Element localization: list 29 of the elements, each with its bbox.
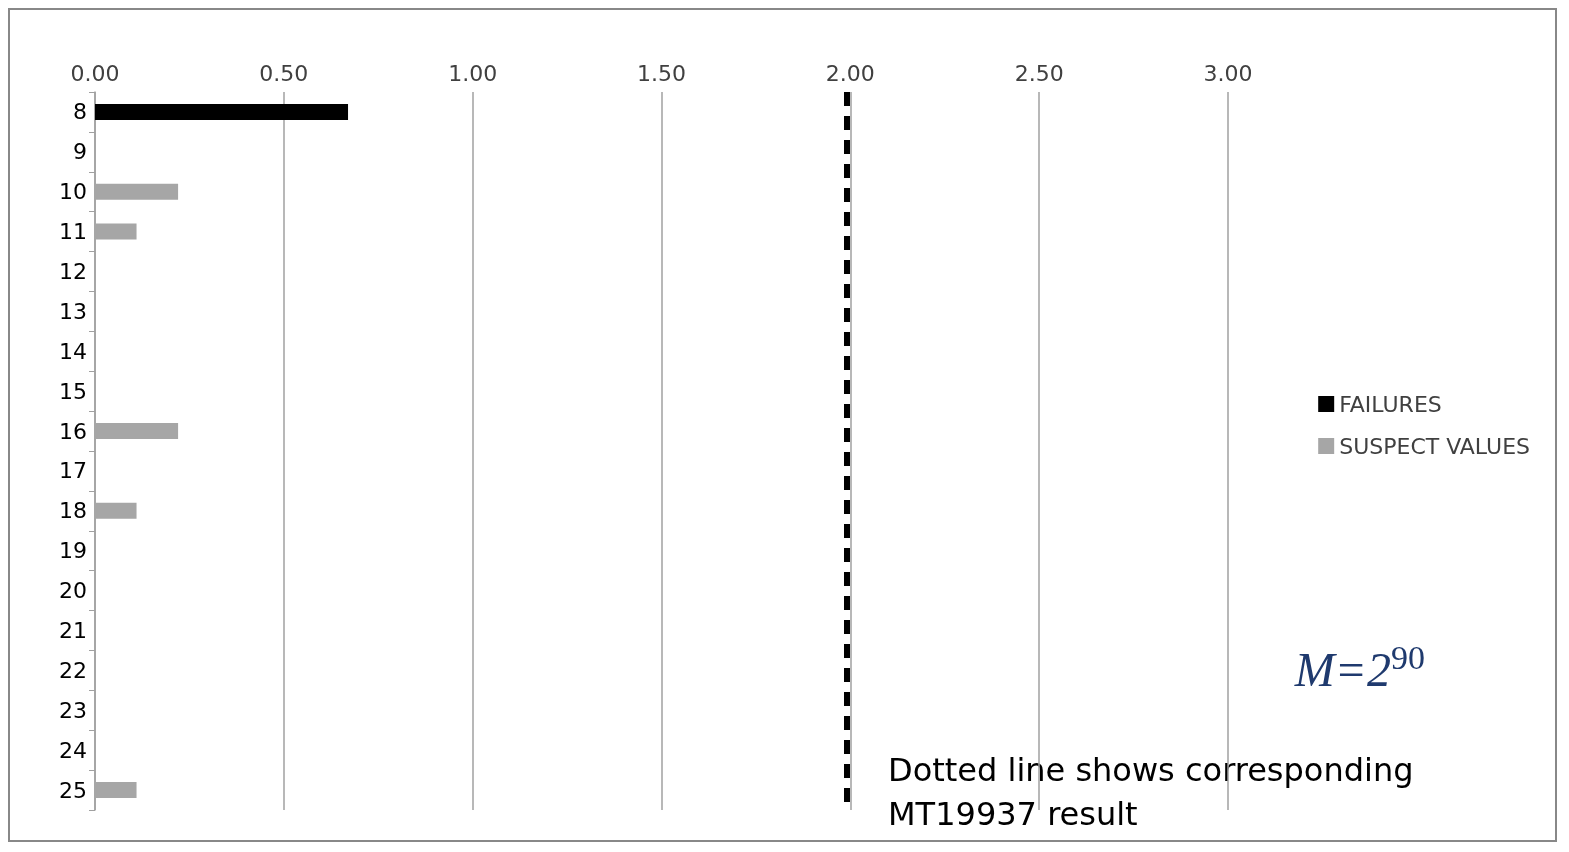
y-tick-label: 17 [59,458,87,484]
y-tick-label: 10 [59,179,87,205]
x-tick-label: 2.50 [1014,60,1064,86]
y-tick-label: 11 [59,219,87,245]
x-tick-label: 0.00 [70,60,120,86]
y-tick-label: 19 [59,538,87,564]
y-tick-label: 14 [59,338,87,364]
x-tick-label: 2.00 [825,60,875,86]
y-tick-label: 9 [73,139,87,165]
legend-label: SUSPECT VALUES [1339,433,1531,459]
y-tick-label: 24 [59,737,87,763]
y-tick-label: 25 [59,777,87,803]
y-tick-label: 12 [59,259,87,284]
y-tick-label: 20 [59,578,87,604]
annotation: Dotted line shows corresponding MT19937 result [888,751,1424,833]
y-tick-label: 13 [59,298,87,324]
bar [95,103,349,120]
x-tick-label: 0.50 [259,60,309,86]
y-tick-label: 16 [59,418,87,444]
y-tick-label: 15 [59,378,87,404]
y-tick-label: 23 [59,697,87,723]
y-tick-label: 8 [73,99,87,125]
y-tick-label: 21 [59,618,87,643]
y-tick-label: 22 [59,657,87,683]
x-tick-label: 1.50 [637,60,686,86]
x-tick-label: 1.00 [448,60,498,86]
legend-label: FAILURES [1339,391,1442,417]
x-tick-label: 3.00 [1203,60,1253,86]
y-tick-label: 18 [59,498,87,524]
